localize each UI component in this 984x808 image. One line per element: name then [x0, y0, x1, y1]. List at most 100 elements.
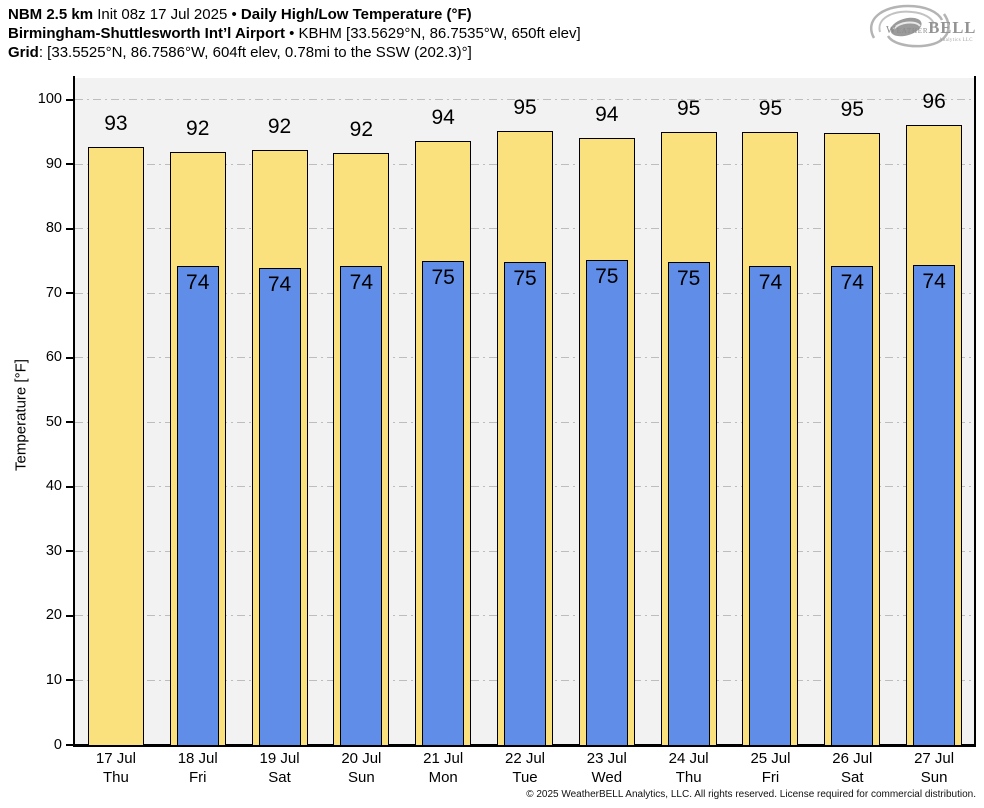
init-time: Init 08z 17 Jul 2025 •	[93, 6, 241, 23]
low-value-label-4: 75	[431, 266, 455, 290]
x-tick-date-8: 25 Jul	[750, 750, 791, 767]
x-tick-day-4: Mon	[428, 768, 458, 786]
high-value-label-5: 95	[513, 95, 537, 119]
x-tick-date-3: 20 Jul	[341, 750, 382, 767]
y-axis-spine-right	[974, 76, 976, 745]
x-tick-date-0: 17 Jul	[95, 750, 136, 767]
x-tick-label-0: 17 Jul Thu	[71, 750, 161, 787]
y-axis-spine-left	[73, 76, 75, 745]
x-tick-date-1: 18 Jul	[177, 750, 218, 767]
y-tick-20	[66, 614, 75, 617]
bar-low-3	[340, 265, 383, 745]
y-tick-label-20: 20	[45, 607, 62, 624]
x-axis-spine	[73, 744, 976, 747]
x-tick-date-6: 23 Jul	[586, 750, 627, 767]
chart-header: NBM 2.5 km Init 08z 17 Jul 2025 • Daily …	[8, 5, 581, 62]
bar-high-0	[87, 147, 144, 745]
station-name: Birmingham-Shuttlesworth Int’l Airport	[8, 25, 285, 42]
gridline-100	[75, 99, 975, 101]
logo-weather-text: Weather	[886, 25, 928, 36]
x-tick-day-2: Sat	[268, 768, 291, 786]
low-value-label-2: 74	[267, 272, 292, 296]
x-tick-label-6: 23 Jul Wed	[562, 750, 652, 787]
bar-low-10	[913, 265, 956, 745]
logo-text: WeatherBELL	[886, 18, 976, 37]
x-tick-label-5: 22 Jul Tue	[480, 750, 570, 787]
low-value-label-3: 74	[349, 270, 374, 294]
model-name: NBM 2.5 km	[8, 6, 94, 23]
y-tick-0	[66, 744, 75, 746]
x-tick-day-3: Sun	[348, 768, 375, 786]
y-tick-label-10: 10	[45, 671, 62, 688]
x-tick-label-9: 26 Jul Sat	[807, 750, 897, 787]
y-tick-40	[66, 485, 75, 488]
x-tick-day-10: Sun	[920, 768, 948, 786]
x-tick-label-2: 19 Jul Sat	[235, 750, 325, 787]
x-tick-day-8: Fri	[761, 768, 780, 786]
hurricane-swirl-icon	[870, 4, 950, 48]
high-value-label-8: 95	[758, 96, 783, 120]
high-value-label-9: 95	[840, 97, 864, 121]
x-tick-label-8: 25 Jul Fri	[725, 750, 815, 787]
y-tick-80	[66, 227, 75, 230]
x-tick-date-5: 22 Jul	[504, 750, 546, 767]
x-tick-day-0: Thu	[102, 768, 129, 786]
x-tick-label-1: 18 Jul Fri	[153, 750, 243, 787]
logo-bell-text: BELL	[928, 18, 976, 37]
bar-low-7	[667, 262, 710, 745]
y-tick-50	[66, 421, 75, 424]
bar-low-1	[176, 265, 219, 745]
high-value-label-2: 92	[267, 115, 292, 139]
x-tick-day-7: Thu	[675, 768, 702, 786]
x-tick-date-2: 19 Jul	[259, 750, 300, 767]
x-tick-date-4: 21 Jul	[423, 750, 464, 767]
low-value-label-10: 74	[922, 270, 946, 294]
y-tick-60	[66, 356, 75, 359]
y-tick-10	[66, 679, 75, 682]
low-value-label-6: 75	[595, 264, 619, 288]
bar-low-8	[749, 266, 792, 745]
bar-low-5	[504, 262, 546, 745]
high-value-label-6: 94	[595, 102, 619, 126]
y-tick-label-100: 100	[37, 91, 62, 108]
x-tick-label-10: 27 Jul Sun	[889, 750, 979, 787]
x-tick-label-3: 20 Jul Sun	[316, 750, 406, 787]
y-tick-label-60: 60	[45, 349, 62, 366]
grid-meta: : [33.5525°N, 86.7586°W, 604ft elev, 0.7…	[38, 44, 472, 61]
plot-area: 93 92 74 92 74 92 74 94 75 95 75 94 75 95 75 95 74 95 74 96…	[75, 78, 975, 745]
header-line-2: Birmingham-Shuttlesworth Int’l Airport •…	[8, 24, 581, 43]
y-tick-70	[66, 292, 75, 295]
low-value-label-1: 74	[186, 270, 210, 294]
x-tick-day-9: Sat	[841, 768, 864, 786]
weatherbell-logo: WeatherBELL Analytics LLC	[870, 4, 976, 48]
header-line-3: Grid: [33.5525°N, 86.7586°W, 604ft elev,…	[8, 43, 581, 62]
x-tick-date-7: 24 Jul	[668, 750, 709, 767]
high-value-label-10: 96	[922, 90, 946, 114]
grid-label: Grid	[8, 44, 39, 61]
low-value-label-8: 74	[758, 271, 783, 295]
y-tick-30	[66, 550, 75, 553]
page-title: Daily High/Low Temperature (°F)	[240, 6, 472, 23]
logo-subtext: Analytics LLC	[939, 38, 973, 43]
high-value-label-4: 94	[431, 106, 455, 130]
copyright-notice: © 2025 WeatherBELL Analytics, LLC. All r…	[526, 789, 976, 800]
y-tick-label-70: 70	[45, 284, 62, 301]
low-value-label-9: 74	[840, 271, 864, 295]
station-meta: • KBHM [33.5629°N, 86.7535°W, 650ft elev…	[284, 25, 581, 42]
high-value-label-7: 95	[676, 97, 701, 121]
y-tick-100	[66, 98, 75, 101]
bar-low-9	[831, 266, 874, 745]
x-tick-day-1: Fri	[188, 768, 207, 786]
y-tick-label-40: 40	[45, 478, 62, 495]
header-line-1: NBM 2.5 km Init 08z 17 Jul 2025 • Daily …	[8, 5, 581, 24]
low-value-label-5: 75	[513, 267, 537, 291]
x-tick-day-6: Wed	[591, 768, 623, 786]
y-tick-label-0: 0	[53, 736, 62, 753]
high-value-label-1: 92	[186, 117, 210, 141]
bar-low-2	[258, 267, 301, 745]
x-tick-date-9: 26 Jul	[832, 750, 873, 767]
x-tick-date-10: 27 Jul	[914, 750, 955, 767]
y-tick-label-30: 30	[45, 542, 62, 559]
x-tick-label-4: 21 Jul Mon	[398, 750, 488, 787]
